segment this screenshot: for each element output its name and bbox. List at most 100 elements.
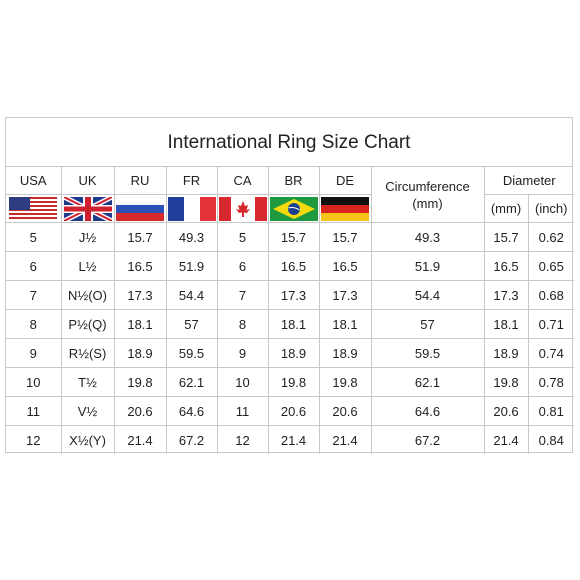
cell-ca: 8 [216, 309, 269, 339]
cell-diameter-inch: 0.68 [527, 280, 574, 310]
flag-cell-ca [216, 194, 269, 223]
header-ru: RU [113, 167, 167, 195]
cell-diameter-inch: 0.74 [527, 338, 574, 368]
table-row: 6 L½ 16.5 51.9 6 16.5 16.5 51.9 16.5 0.65 [6, 251, 574, 281]
header-diameter-mm: (mm) [483, 194, 529, 223]
cell-uk: J½ [60, 222, 115, 252]
cell-ca: 5 [216, 222, 269, 252]
cell-diameter-mm: 21.4 [483, 425, 529, 454]
flag-cell-fr [165, 194, 218, 223]
cell-usa: 8 [6, 309, 62, 339]
cell-circumference: 59.5 [370, 338, 485, 368]
circumference-label: Circumference [385, 178, 470, 194]
cell-fr: 51.9 [165, 251, 218, 281]
cell-diameter-mm: 18.9 [483, 338, 529, 368]
cell-diameter-inch: 0.65 [527, 251, 574, 281]
cell-ru: 18.9 [113, 338, 167, 368]
cell-circumference: 57 [370, 309, 485, 339]
header-diameter: Diameter [483, 167, 574, 195]
ring-size-table: USA UK RU FR CA BR DE Circumference (mm)… [6, 167, 574, 454]
header-ca: CA [216, 167, 269, 195]
cell-br: 15.7 [267, 222, 320, 252]
header-diameter-inch: (inch) [527, 194, 574, 223]
cell-ru: 18.1 [113, 309, 167, 339]
cell-diameter-mm: 16.5 [483, 251, 529, 281]
cell-de: 19.8 [318, 367, 372, 397]
cell-fr: 64.6 [165, 396, 218, 426]
uk-flag-icon [63, 196, 112, 221]
cell-uk: V½ [60, 396, 115, 426]
cell-fr: 67.2 [165, 425, 218, 454]
russia-flag-icon [116, 196, 164, 221]
cell-uk: L½ [60, 251, 115, 281]
cell-ru: 20.6 [113, 396, 167, 426]
cell-de: 16.5 [318, 251, 372, 281]
cell-br: 20.6 [267, 396, 320, 426]
cell-uk: R½(S) [60, 338, 115, 368]
cell-usa: 10 [6, 367, 62, 397]
flag-cell-uk [60, 194, 115, 223]
cell-br: 18.9 [267, 338, 320, 368]
cell-fr: 57 [165, 309, 218, 339]
table-row: 7 N½(O) 17.3 54.4 7 17.3 17.3 54.4 17.3 0.68 [6, 280, 574, 310]
cell-ca: 9 [216, 338, 269, 368]
cell-uk: X½(Y) [60, 425, 115, 454]
cell-diameter-inch: 0.81 [527, 396, 574, 426]
ring-size-chart: International Ring Size Chart USA UK RU … [5, 117, 574, 454]
cell-br: 16.5 [267, 251, 320, 281]
table-row: 10 T½ 19.8 62.1 10 19.8 19.8 62.1 19.8 0.78 [6, 367, 574, 397]
cell-circumference: 54.4 [370, 280, 485, 310]
table-row: 9 R½(S) 18.9 59.5 9 18.9 18.9 59.5 18.9 0.74 [6, 338, 574, 368]
header-usa: USA [6, 167, 62, 195]
cell-ca: 10 [216, 367, 269, 397]
flag-cell-de [318, 194, 372, 223]
cell-uk: P½(Q) [60, 309, 115, 339]
header-uk: UK [60, 167, 115, 195]
cell-ca: 12 [216, 425, 269, 454]
cell-circumference: 51.9 [370, 251, 485, 281]
header-br: BR [267, 167, 320, 195]
cell-circumference: 67.2 [370, 425, 485, 454]
cell-diameter-mm: 20.6 [483, 396, 529, 426]
cell-diameter-inch: 0.84 [527, 425, 574, 454]
cell-ru: 15.7 [113, 222, 167, 252]
cell-de: 21.4 [318, 425, 372, 454]
cell-ru: 21.4 [113, 425, 167, 454]
header-circumference: Circumference (mm) [370, 167, 485, 223]
table-row: 8 P½(Q) 18.1 57 8 18.1 18.1 57 18.1 0.71 [6, 309, 574, 339]
flag-cell-ru [113, 194, 167, 223]
cell-de: 20.6 [318, 396, 372, 426]
header-fr: FR [165, 167, 218, 195]
cell-circumference: 49.3 [370, 222, 485, 252]
table-row: 12 X½(Y) 21.4 67.2 12 21.4 21.4 67.2 21.4 0.84 [6, 425, 574, 454]
cell-usa: 6 [6, 251, 62, 281]
cell-de: 18.9 [318, 338, 372, 368]
cell-diameter-mm: 17.3 [483, 280, 529, 310]
cell-fr: 49.3 [165, 222, 218, 252]
flag-cell-br [267, 194, 320, 223]
cell-diameter-inch: 0.71 [527, 309, 574, 339]
cell-diameter-inch: 0.78 [527, 367, 574, 397]
cell-br: 21.4 [267, 425, 320, 454]
table-row: 11 V½ 20.6 64.6 11 20.6 20.6 64.6 20.6 0.81 [6, 396, 574, 426]
cell-usa: 12 [6, 425, 62, 454]
chart-title: International Ring Size Chart [6, 118, 572, 167]
cell-de: 15.7 [318, 222, 372, 252]
cell-fr: 59.5 [165, 338, 218, 368]
flag-cell-usa [6, 194, 62, 223]
cell-fr: 54.4 [165, 280, 218, 310]
cell-usa: 9 [6, 338, 62, 368]
cell-ru: 16.5 [113, 251, 167, 281]
header-de: DE [318, 167, 372, 195]
circumference-unit: (mm) [412, 195, 443, 211]
cell-diameter-inch: 0.62 [527, 222, 574, 252]
cell-usa: 11 [6, 396, 62, 426]
brazil-flag-icon [269, 196, 318, 221]
cell-usa: 7 [6, 280, 62, 310]
france-flag-icon [167, 196, 216, 221]
germany-flag-icon [321, 196, 369, 221]
cell-ru: 17.3 [113, 280, 167, 310]
cell-uk: T½ [60, 367, 115, 397]
canada-flag-icon [218, 196, 267, 221]
cell-br: 17.3 [267, 280, 320, 310]
